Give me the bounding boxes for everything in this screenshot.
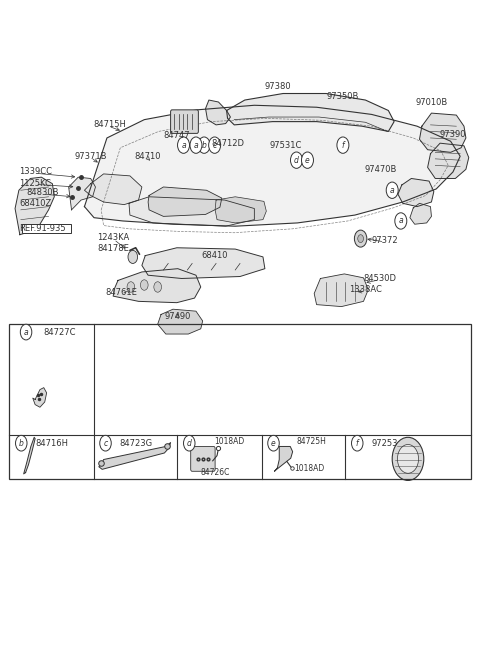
Polygon shape <box>15 177 54 234</box>
Text: 97371B: 97371B <box>74 152 107 160</box>
Circle shape <box>268 436 279 451</box>
Polygon shape <box>227 94 394 132</box>
FancyBboxPatch shape <box>191 447 215 472</box>
Polygon shape <box>84 105 460 226</box>
Circle shape <box>358 234 363 242</box>
Text: 84712D: 84712D <box>212 139 244 147</box>
Text: e: e <box>271 439 276 447</box>
Circle shape <box>386 182 398 198</box>
Text: 84726C: 84726C <box>201 468 230 477</box>
Text: a: a <box>193 141 198 149</box>
Circle shape <box>354 230 367 247</box>
Polygon shape <box>33 388 47 407</box>
Text: 1018AD: 1018AD <box>294 464 324 472</box>
Bar <box>9 324 471 479</box>
Text: 97470B: 97470B <box>364 165 396 174</box>
Circle shape <box>154 282 161 292</box>
Text: 84716H: 84716H <box>36 439 69 447</box>
Polygon shape <box>142 248 265 278</box>
Text: 97380: 97380 <box>264 83 291 92</box>
Text: b: b <box>19 439 24 447</box>
Polygon shape <box>205 100 230 125</box>
Text: b: b <box>202 141 206 149</box>
Polygon shape <box>410 203 432 224</box>
Text: c: c <box>213 141 217 149</box>
Circle shape <box>198 137 210 153</box>
Text: 1125KC: 1125KC <box>19 179 51 187</box>
Polygon shape <box>129 196 254 226</box>
Text: 97253: 97253 <box>372 439 398 447</box>
Text: 84715H: 84715H <box>94 121 126 130</box>
Circle shape <box>337 137 349 153</box>
Circle shape <box>20 324 32 340</box>
Circle shape <box>301 152 313 168</box>
Polygon shape <box>215 196 266 223</box>
Polygon shape <box>148 187 222 216</box>
Polygon shape <box>84 174 142 204</box>
Circle shape <box>178 137 190 153</box>
Polygon shape <box>69 177 96 210</box>
Circle shape <box>190 137 202 153</box>
Polygon shape <box>314 274 368 307</box>
Text: 1018AD: 1018AD <box>215 438 245 446</box>
Text: 97531C: 97531C <box>270 141 302 149</box>
Text: 84178E: 84178E <box>98 244 130 253</box>
Polygon shape <box>24 438 35 474</box>
Polygon shape <box>157 309 203 334</box>
Text: 97350B: 97350B <box>327 92 359 102</box>
Text: 97372: 97372 <box>371 236 398 245</box>
Polygon shape <box>113 269 201 303</box>
Text: 84747: 84747 <box>164 132 190 140</box>
Circle shape <box>209 137 221 153</box>
Text: c: c <box>103 439 108 447</box>
Text: f: f <box>342 141 344 149</box>
Text: 84727C: 84727C <box>44 328 76 337</box>
Text: 84530D: 84530D <box>363 274 396 283</box>
Text: d: d <box>187 439 192 447</box>
Text: 1339CC: 1339CC <box>19 168 52 176</box>
Text: 97490: 97490 <box>165 312 191 321</box>
Text: 84723G: 84723G <box>120 439 153 447</box>
Text: 84761E: 84761E <box>106 288 137 297</box>
Circle shape <box>395 213 407 229</box>
Circle shape <box>141 280 148 290</box>
FancyBboxPatch shape <box>170 110 198 134</box>
Text: REF.91-935: REF.91-935 <box>20 224 66 233</box>
Polygon shape <box>275 447 293 472</box>
FancyBboxPatch shape <box>22 223 71 233</box>
Text: 97390: 97390 <box>440 130 466 138</box>
Text: a: a <box>181 141 186 149</box>
Polygon shape <box>420 113 466 153</box>
Text: 68410Z: 68410Z <box>19 199 51 208</box>
Text: 1243KA: 1243KA <box>97 233 130 242</box>
Circle shape <box>290 152 302 168</box>
Circle shape <box>351 436 363 451</box>
Text: e: e <box>305 156 310 164</box>
Text: 84725H: 84725H <box>297 438 327 446</box>
Text: a: a <box>24 328 28 337</box>
Circle shape <box>128 250 138 263</box>
Circle shape <box>100 436 111 451</box>
Circle shape <box>127 282 135 292</box>
Circle shape <box>397 445 419 474</box>
Polygon shape <box>428 143 469 178</box>
Text: f: f <box>356 439 359 447</box>
Text: 84830B: 84830B <box>26 189 59 197</box>
Polygon shape <box>398 178 434 206</box>
Text: a: a <box>398 216 403 225</box>
Text: 84710: 84710 <box>135 152 161 160</box>
Circle shape <box>392 438 424 481</box>
Text: d: d <box>294 156 299 164</box>
Circle shape <box>183 436 195 451</box>
Circle shape <box>15 436 27 451</box>
Text: 1338AC: 1338AC <box>349 285 382 294</box>
Polygon shape <box>99 443 170 470</box>
Text: 97010B: 97010B <box>415 98 447 107</box>
Text: 68410: 68410 <box>202 251 228 260</box>
Text: a: a <box>390 186 395 195</box>
